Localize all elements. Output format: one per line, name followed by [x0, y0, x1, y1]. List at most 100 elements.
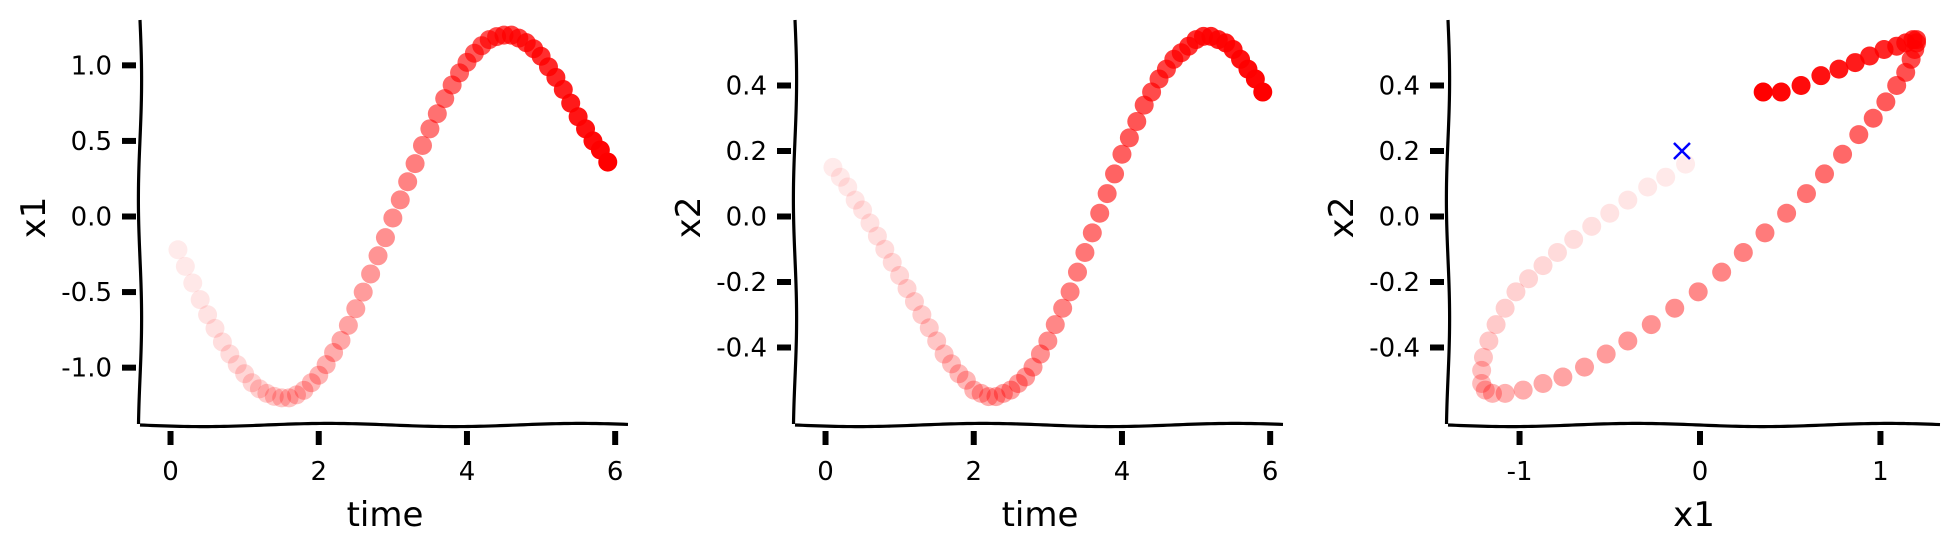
y-axis-spine [136, 19, 144, 425]
data-point [183, 273, 203, 293]
data-point [1045, 315, 1065, 335]
subplot-x2-vs-x1: -0.4 -0.2 0.0 0.2 0.4 -1 0 1 x1 x2 [1322, 19, 1941, 535]
y-axis-spine [791, 19, 799, 425]
data-point [1097, 184, 1117, 204]
data-point [398, 172, 418, 192]
x-tick-label: 0 [1692, 457, 1709, 487]
data-point [301, 373, 321, 393]
data-point [1533, 374, 1553, 394]
data-point [279, 388, 299, 408]
data-point [904, 292, 924, 312]
data-point [1874, 39, 1894, 59]
data-point [1688, 282, 1708, 302]
data-point [1845, 53, 1865, 73]
subplot-x1-vs-time: -1.0 -0.5 0.0 0.5 1.0 0 2 4 6 time x1 [14, 19, 629, 535]
data-point [1119, 128, 1139, 148]
data-point [1253, 82, 1273, 102]
data-point [1001, 380, 1021, 400]
y-tick-label: 0.5 [71, 127, 112, 157]
data-point [1495, 383, 1515, 403]
data-point [1860, 46, 1880, 66]
y-tick-label: -0.5 [61, 278, 112, 308]
y-tick-label: 1.0 [71, 51, 112, 81]
data-point [838, 177, 858, 197]
y-tick-label: 0.2 [1379, 137, 1420, 167]
data-point [912, 305, 932, 325]
x-axis-spine [1447, 421, 1941, 429]
data-point [1600, 203, 1620, 223]
data-point [830, 167, 850, 187]
data-point [227, 355, 247, 375]
data-point [1479, 331, 1499, 351]
data-point [882, 252, 902, 272]
data-point [294, 380, 314, 400]
data-point [1564, 229, 1584, 249]
data-point [220, 344, 240, 364]
data-point [1472, 360, 1492, 380]
data-point [1533, 256, 1553, 276]
y-axis-label: x2 [669, 197, 709, 239]
data-point [927, 331, 947, 351]
data-point [1016, 367, 1036, 387]
data-point [242, 373, 262, 393]
data-point [412, 135, 432, 155]
y-tick-label: -0.2 [1369, 268, 1420, 298]
data-point [1513, 380, 1533, 400]
data-point [860, 213, 880, 233]
data-point [1811, 66, 1831, 86]
data-point [353, 282, 373, 302]
data-point [1090, 203, 1110, 223]
data-point [205, 318, 225, 338]
x-tick-label: 4 [1114, 457, 1131, 487]
x-tick-label: 2 [310, 457, 327, 487]
data-point [1075, 243, 1095, 263]
data-point [175, 256, 195, 276]
x-tick-label: 6 [607, 457, 624, 487]
y-tick-label: 0.0 [1379, 203, 1420, 233]
data-point [949, 364, 969, 384]
data-point [1053, 298, 1073, 318]
data-point [956, 370, 976, 390]
data-point [1506, 282, 1526, 302]
data-point [1105, 164, 1125, 184]
y-tick-label: 0.2 [726, 137, 767, 167]
y-tick-label: -0.4 [716, 334, 767, 364]
data-point [1519, 269, 1539, 289]
data-point [1475, 380, 1495, 400]
data-point [346, 299, 366, 319]
data-point [1596, 344, 1616, 364]
data-point [1618, 190, 1638, 210]
data-point [1575, 357, 1595, 377]
y-tick-label: -0.2 [716, 268, 767, 298]
data-point [1082, 223, 1102, 243]
data-point [1712, 262, 1732, 282]
data-point [1791, 76, 1811, 95]
data-point [1638, 177, 1658, 197]
y-axis-label: x1 [14, 197, 54, 239]
data-point [1863, 108, 1883, 128]
data-point [867, 226, 887, 246]
x-axis-label: time [1002, 495, 1079, 535]
data-point [1553, 367, 1573, 387]
data-point [875, 239, 895, 259]
data-point [1876, 92, 1896, 112]
data-point [1777, 203, 1797, 223]
data-point [1472, 374, 1492, 394]
x-axis-label: time [347, 495, 424, 535]
data-point [942, 354, 962, 374]
data-point [934, 344, 954, 364]
data-point [1833, 144, 1853, 164]
data-point [405, 154, 425, 174]
data-point [853, 200, 873, 220]
data-point [823, 157, 843, 177]
data-point [420, 119, 440, 139]
data-point [198, 305, 218, 325]
data-point [264, 386, 284, 406]
x-marker [1673, 142, 1691, 160]
data-point [1067, 262, 1087, 282]
x-tick-label: 6 [1262, 457, 1279, 487]
data-point [1127, 112, 1147, 132]
data-point [257, 383, 277, 403]
x-tick-label: 0 [162, 457, 179, 487]
